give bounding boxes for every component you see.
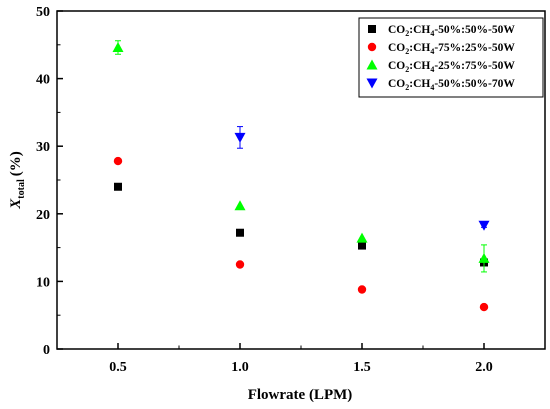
data-point xyxy=(478,220,490,231)
data-point xyxy=(236,228,244,237)
legend-label-part: -25%:75%-50W xyxy=(434,60,515,72)
data-point xyxy=(114,182,122,191)
legend-label: CO2:CH4-50%:50%-50W xyxy=(388,24,515,38)
legend-label-part: -50%:50%-50W xyxy=(434,24,515,36)
series-1-square xyxy=(114,182,488,267)
legend-label: CO2:CH4-75%:25%-50W xyxy=(388,42,515,56)
y-tick-label: 40 xyxy=(36,73,50,88)
legend-markers xyxy=(366,25,378,89)
data-point xyxy=(234,200,246,211)
marks-layer xyxy=(112,40,490,312)
data-point xyxy=(357,285,367,294)
series-2-circle xyxy=(113,156,489,312)
y-tick-label: 20 xyxy=(36,208,50,223)
legend: CO2:CH4-50%:50%-50W CO2:CH4-75%:25%-50W … xyxy=(358,17,544,98)
legend-marker-square xyxy=(368,25,376,33)
series-3-triangle-up xyxy=(112,40,490,273)
legend-label-part: -75%:25%-50W xyxy=(434,42,515,54)
legend-marker-triangle-up xyxy=(366,59,378,70)
y-tick-label: 30 xyxy=(36,140,50,155)
y-axis-title: Xtotal (%) xyxy=(8,151,27,209)
legend-label-subscript: 2 xyxy=(405,47,409,56)
axis-layer: 0 10 20 30 40 50 0.5 1.0 1.5 2.0 xyxy=(36,5,546,375)
legend-frame xyxy=(358,17,544,98)
legend-label-part: :CH xyxy=(409,78,430,90)
legend-marker-circle xyxy=(367,42,377,52)
x-axis-title: Flowrate (LPM) xyxy=(248,387,353,403)
legend-label-subscript: 4 xyxy=(430,65,434,74)
legend-label-subscript: 2 xyxy=(405,29,409,38)
y-axis-title-unit: (%) xyxy=(8,151,24,176)
data-point xyxy=(112,42,124,53)
legend-label-part: :CH xyxy=(409,60,430,72)
y-tick-label: 0 xyxy=(43,343,50,358)
data-point xyxy=(356,232,368,243)
data-point xyxy=(358,241,366,250)
legend-label-part: CO xyxy=(388,60,405,72)
y-tick-label: 10 xyxy=(36,275,50,290)
legend-label-subscript: 4 xyxy=(430,29,434,38)
x-tick-label: 1.0 xyxy=(231,360,249,375)
legend-label-part: CO xyxy=(388,24,405,36)
legend-label: CO2:CH4-50%:50%-70W xyxy=(388,78,515,92)
data-point xyxy=(234,132,246,143)
legend-marker-triangle-down xyxy=(366,78,378,89)
legend-label-subscript: 2 xyxy=(405,65,409,74)
x-tick-label: 2.0 xyxy=(475,360,493,375)
x-tick-label: 1.5 xyxy=(353,360,371,375)
data-point xyxy=(479,302,489,312)
data-point xyxy=(478,252,490,263)
legend-label-part: :CH xyxy=(409,42,430,54)
data-point xyxy=(235,260,245,269)
legend-label-part: CO xyxy=(388,78,405,90)
data-point xyxy=(113,156,123,166)
y-axis-title-subscript: total xyxy=(16,179,27,199)
legend-label-part: :CH xyxy=(409,24,430,36)
legend-label-subscript: 4 xyxy=(430,47,434,56)
legend-label-subscript: 2 xyxy=(405,83,409,92)
legend-label: CO2:CH4-25%:75%-50W xyxy=(388,60,515,74)
series-4-triangle-down xyxy=(234,126,490,231)
x-tick-label: 0.5 xyxy=(109,360,127,375)
legend-label-subscript: 4 xyxy=(430,83,434,92)
y-tick-label: 50 xyxy=(36,5,50,20)
legend-label-part: -50%:50%-70W xyxy=(434,78,515,90)
legend-label-part: CO xyxy=(388,42,405,54)
y-axis-title-main: X xyxy=(8,198,24,210)
